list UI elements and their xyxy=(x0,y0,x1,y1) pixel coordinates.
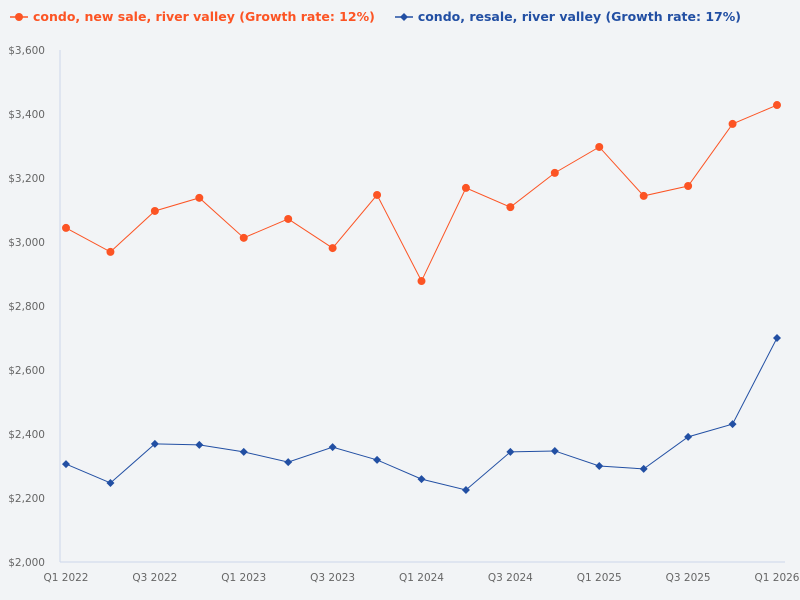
y-tick-label: $2,200 xyxy=(8,493,45,505)
data-point xyxy=(506,203,515,212)
data-point xyxy=(417,475,426,484)
data-point xyxy=(239,447,248,456)
data-point xyxy=(150,206,159,215)
legend-item-new-sale[interactable]: condo, new sale, river valley (Growth ra… xyxy=(10,9,375,24)
y-tick-label: $3,600 xyxy=(8,45,45,57)
x-tick-label: Q1 2026 xyxy=(754,572,799,584)
diamond-marker-icon xyxy=(394,12,413,21)
data-point xyxy=(684,182,693,190)
y-tick-label: $3,400 xyxy=(8,109,45,121)
legend-label: condo, new sale, river valley (Growth ra… xyxy=(33,9,375,24)
legend-item-resale[interactable]: condo, resale, river valley (Growth rate… xyxy=(394,9,741,24)
data-point xyxy=(284,458,293,467)
data-point xyxy=(639,191,648,200)
x-tick-label: Q3 2023 xyxy=(310,572,355,584)
series-line xyxy=(65,104,778,283)
y-tick-label: $3,200 xyxy=(8,173,45,185)
data-point xyxy=(62,460,70,469)
series-1 xyxy=(62,334,781,494)
data-point xyxy=(284,214,293,223)
x-tick-label: Q1 2022 xyxy=(43,572,88,584)
y-tick-label: $2,600 xyxy=(8,365,45,377)
legend: condo, new sale, river valley (Growth ra… xyxy=(10,9,741,24)
data-point xyxy=(773,101,781,110)
data-point xyxy=(550,446,559,455)
data-point xyxy=(595,142,604,151)
data-point xyxy=(328,244,337,253)
data-point xyxy=(417,277,426,286)
data-point xyxy=(461,486,470,494)
data-point xyxy=(239,233,248,242)
y-tick-label: $2,000 xyxy=(8,557,45,569)
x-tick-label: Q1 2025 xyxy=(577,572,622,584)
data-point xyxy=(773,334,781,342)
data-point xyxy=(550,168,559,177)
y-tick-label: $3,000 xyxy=(8,237,45,249)
data-point xyxy=(62,223,70,232)
legend-label: condo, resale, river valley (Growth rate… xyxy=(417,9,741,24)
x-tick-label: Q1 2023 xyxy=(221,572,266,584)
data-point xyxy=(639,464,648,473)
data-point xyxy=(150,439,159,448)
data-point xyxy=(373,190,382,199)
data-point xyxy=(195,193,204,202)
data-point xyxy=(728,420,737,429)
y-tick-label: $2,400 xyxy=(8,429,45,441)
data-point xyxy=(595,462,604,470)
data-point xyxy=(506,447,515,456)
series-line xyxy=(65,337,778,491)
data-point xyxy=(106,478,115,487)
data-point xyxy=(684,432,693,441)
data-point xyxy=(728,119,737,128)
x-tick-label: Q1 2024 xyxy=(399,572,444,584)
y-tick-label: $2,800 xyxy=(8,301,45,313)
x-tick-label: Q3 2022 xyxy=(132,572,177,584)
series-0 xyxy=(62,101,781,286)
x-tick-label: Q3 2025 xyxy=(666,572,711,584)
data-point xyxy=(106,247,115,256)
data-point xyxy=(373,455,382,464)
data-point xyxy=(328,443,337,452)
data-point xyxy=(461,183,470,192)
data-point xyxy=(195,440,204,449)
x-tick-label: Q3 2024 xyxy=(488,572,533,584)
circle-marker-icon xyxy=(10,12,28,21)
